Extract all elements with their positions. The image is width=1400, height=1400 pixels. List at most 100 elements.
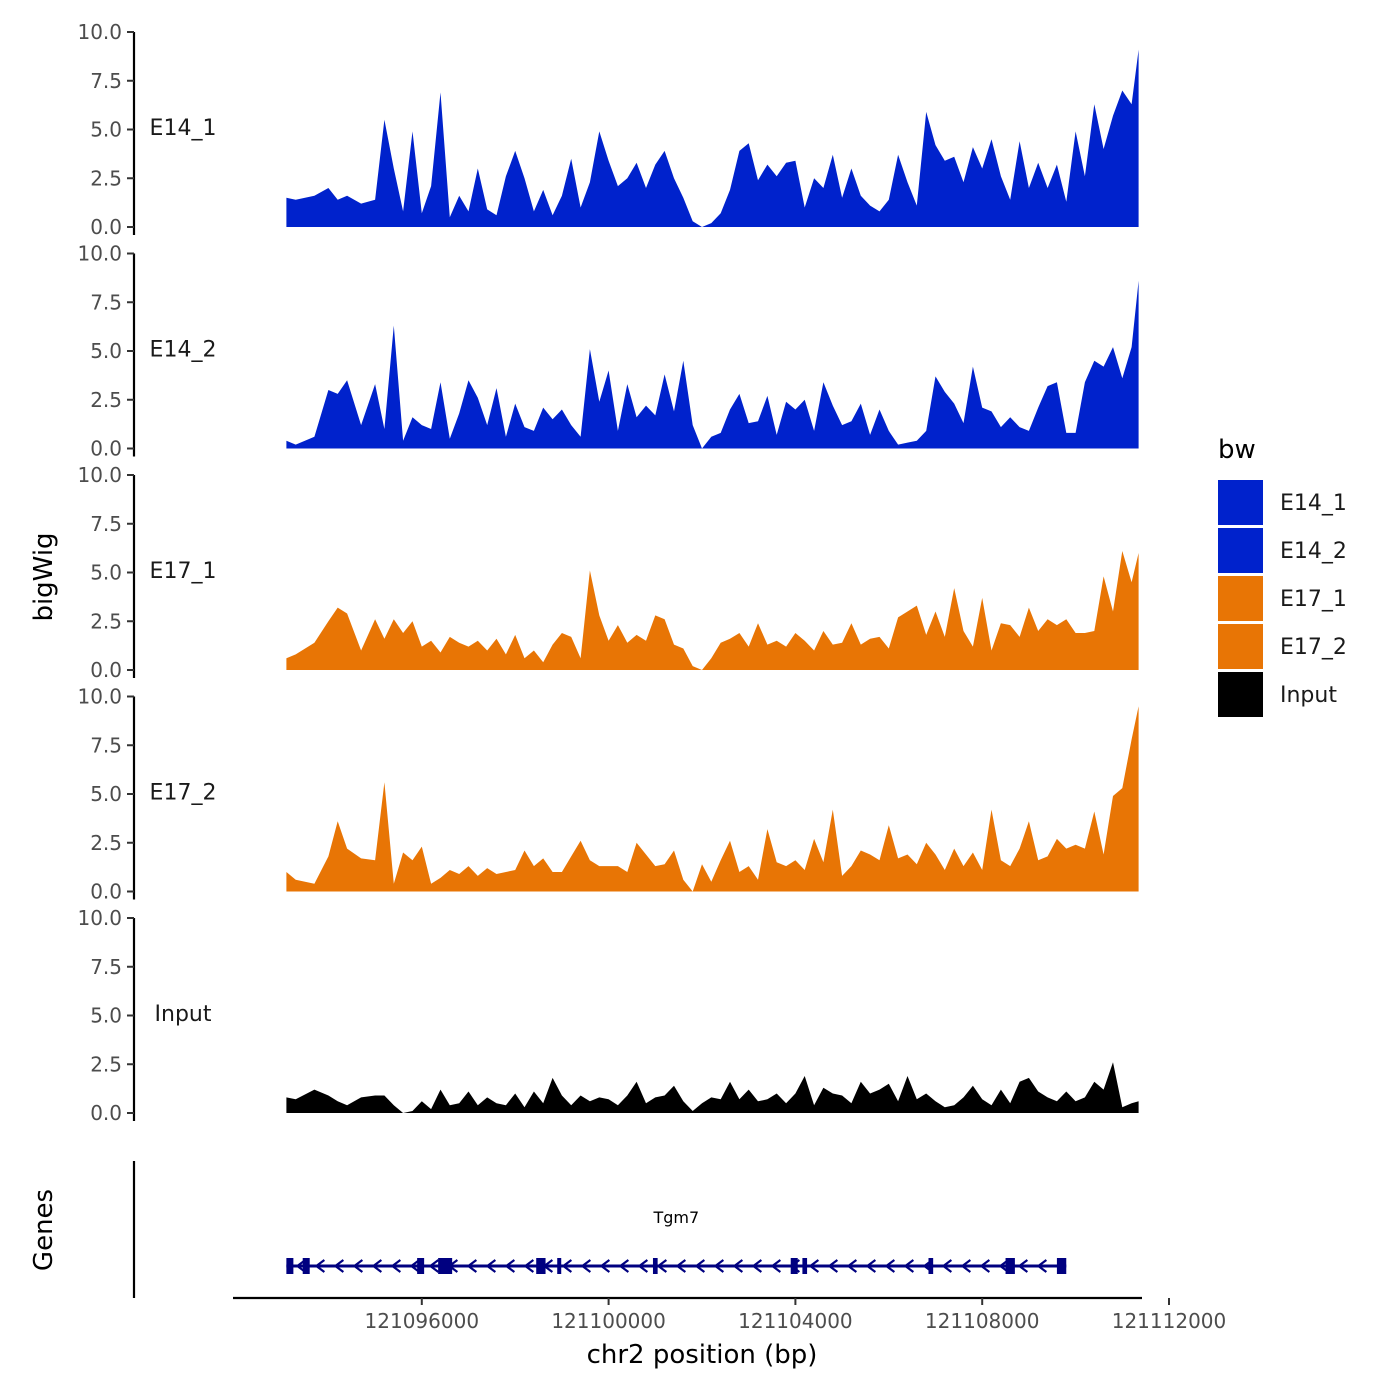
- strand-arrow: [656, 1259, 668, 1273]
- strand-arrow: [504, 1259, 516, 1273]
- gene-name-label: Tgm7: [652, 1208, 699, 1227]
- y-tick-label: 5.0: [90, 782, 122, 806]
- gene-exon: [928, 1258, 934, 1274]
- legend-swatch: [1218, 576, 1263, 621]
- y-tick-label: 2.5: [90, 1052, 122, 1076]
- strand-arrow: [409, 1259, 421, 1273]
- y-tick-label: 5.0: [90, 1004, 122, 1028]
- strand-arrow: [941, 1259, 953, 1273]
- y-tick-label: 0.0: [90, 437, 122, 461]
- legend-item: Input: [1218, 672, 1337, 717]
- tracks-panel: 0.0 2.5 5.0 7.5 10.0 E14_1 0.0 2.5 5.0 7.5 10.0 E14…: [77, 20, 1139, 1125]
- y-tick-label: 2.5: [90, 166, 122, 190]
- strand-arrow: [561, 1259, 573, 1273]
- track-label: E17_2: [150, 781, 217, 806]
- y-tick-label: 7.5: [90, 955, 122, 979]
- y-tick-label: 0.0: [90, 215, 122, 239]
- y-tick-label: 10.0: [77, 906, 122, 930]
- strand-arrow: [371, 1259, 383, 1273]
- gene-exon: [302, 1258, 310, 1274]
- strand-arrow: [637, 1259, 649, 1273]
- y-tick-label: 0.0: [90, 880, 122, 904]
- strand-arrow: [352, 1259, 364, 1273]
- strand-arrow: [466, 1259, 478, 1273]
- strand-arrow: [618, 1259, 630, 1273]
- strand-arrow: [960, 1259, 972, 1273]
- strand-arrow: [485, 1259, 497, 1273]
- strand-arrow: [1036, 1259, 1048, 1273]
- legend: bw E14_1 E14_2 E17_1 E17_2 Input: [1218, 435, 1347, 717]
- y-tick-label: 5.0: [90, 339, 122, 363]
- x-tick-label: 121104000: [738, 1309, 853, 1333]
- y-tick-label: 10.0: [77, 20, 122, 44]
- y-tick-label: 2.5: [90, 831, 122, 855]
- y-tick-label: 7.5: [90, 512, 122, 536]
- gene-exon: [802, 1258, 808, 1274]
- legend-item: E14_2: [1218, 528, 1347, 573]
- strand-arrow: [694, 1259, 706, 1273]
- gene-exon: [438, 1258, 453, 1274]
- strand-arrow: [903, 1259, 915, 1273]
- gene-exon: [790, 1258, 798, 1274]
- track-E14_1: 0.0 2.5 5.0 7.5 10.0 E14_1: [77, 20, 1139, 239]
- genes-panel: Tgm7: [132, 1161, 1067, 1298]
- genes-axis-title: Genes: [29, 1189, 59, 1271]
- track-label: E14_1: [150, 116, 217, 141]
- gene-exon: [417, 1258, 425, 1274]
- track-label: E14_2: [150, 338, 217, 363]
- legend-label: E14_1: [1280, 491, 1347, 516]
- y-tick-label: 2.5: [90, 609, 122, 633]
- y-axis-title: bigWig: [29, 532, 59, 621]
- gene-exon: [536, 1258, 546, 1274]
- legend-swatch: [1218, 624, 1263, 669]
- y-tick-label: 5.0: [90, 561, 122, 585]
- strand-arrow: [599, 1259, 611, 1273]
- strand-arrow: [523, 1259, 535, 1273]
- strand-arrow: [390, 1259, 402, 1273]
- legend-swatch: [1218, 672, 1263, 717]
- strand-arrow: [428, 1259, 440, 1273]
- strand-arrow: [751, 1259, 763, 1273]
- strand-arrow: [865, 1259, 877, 1273]
- strand-arrow: [827, 1259, 839, 1273]
- track-area-Input: [286, 1062, 1139, 1113]
- strand-arrow: [846, 1259, 858, 1273]
- y-tick-label: 0.0: [90, 658, 122, 682]
- gene-exon: [1056, 1258, 1067, 1274]
- strand-arrow: [770, 1259, 782, 1273]
- legend-label: E14_2: [1280, 539, 1347, 564]
- legend-label: Input: [1280, 683, 1337, 708]
- track-area-E17_1: [286, 551, 1139, 670]
- strand-arrow: [808, 1259, 820, 1273]
- y-tick-label: 2.5: [90, 388, 122, 412]
- x-axis-title: chr2 position (bp): [587, 1340, 818, 1370]
- gene-Tgm7: Tgm7: [286, 1208, 1067, 1274]
- y-tick-label: 10.0: [77, 685, 122, 709]
- y-tick-label: 5.0: [90, 118, 122, 142]
- strand-arrow: [675, 1259, 687, 1273]
- legend-label: E17_2: [1280, 635, 1347, 660]
- gene-exon: [557, 1258, 562, 1274]
- y-tick-label: 10.0: [77, 463, 122, 487]
- legend-item: E17_2: [1218, 624, 1347, 669]
- track-label: E17_1: [150, 559, 217, 584]
- strand-arrow: [884, 1259, 896, 1273]
- x-tick-label: 121096000: [365, 1309, 480, 1333]
- strand-arrow: [333, 1259, 345, 1273]
- x-tick-label: 121108000: [925, 1309, 1040, 1333]
- track-E17_2: 0.0 2.5 5.0 7.5 10.0 E17_2: [77, 685, 1139, 904]
- legend-swatch: [1218, 528, 1263, 573]
- track-area-E14_2: [286, 280, 1139, 449]
- y-tick-label: 0.0: [90, 1101, 122, 1125]
- y-tick-label: 10.0: [77, 242, 122, 266]
- track-label: Input: [155, 1002, 212, 1027]
- legend-item: E14_1: [1218, 480, 1347, 525]
- x-axis: 121096000 121100000 121104000 121108000 1211…: [233, 1296, 1226, 1333]
- gene-exon: [652, 1258, 658, 1274]
- y-tick-label: 7.5: [90, 69, 122, 93]
- strand-arrow: [295, 1259, 307, 1273]
- legend-label: E17_1: [1280, 587, 1347, 612]
- legend-title: bw: [1218, 435, 1256, 465]
- gene-exon: [1005, 1258, 1015, 1274]
